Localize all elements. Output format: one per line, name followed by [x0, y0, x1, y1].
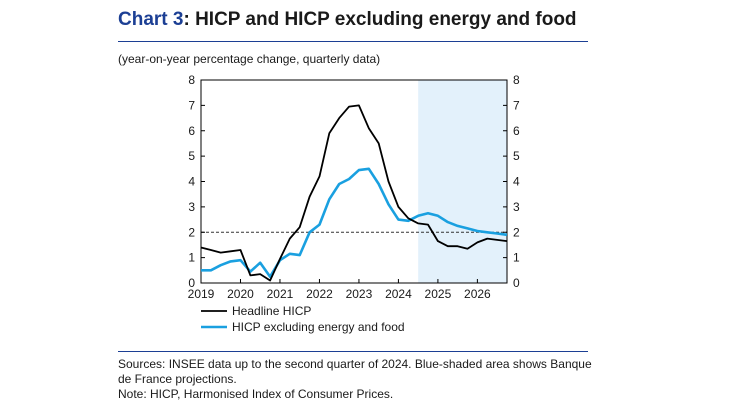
chart-notes: Sources: INSEE data up to the second qua…	[118, 357, 598, 402]
core-hicp-line	[201, 167, 508, 279]
chart-title: Chart 3: HICP and HICP excluding energy …	[118, 9, 577, 31]
y-tick-label-left: 3	[188, 200, 195, 214]
x-tick-label: 2019	[188, 287, 215, 301]
y-tick-label-left: 6	[188, 124, 195, 138]
y-tick-label-left: 4	[188, 175, 195, 189]
y-tick-label-left: 7	[188, 98, 195, 112]
y-tick-label-right: 6	[513, 124, 520, 138]
y-tick-label-right: 1	[513, 251, 520, 265]
headline-hicp-line	[200, 104, 508, 282]
chart-subtitle: (year-on-year percentage change, quarter…	[118, 52, 381, 66]
x-tick-label: 2022	[306, 287, 333, 301]
x-tick-label: 2024	[385, 287, 412, 301]
x-tick-label: 2020	[227, 287, 254, 301]
y-tick-label-left: 0	[188, 276, 195, 290]
y-tick-label-left: 2	[188, 225, 195, 239]
y-tick-label-right: 2	[513, 225, 520, 239]
projection-area	[418, 80, 507, 283]
y-tick-label-left: 8	[188, 73, 195, 87]
line-chart: 0 0 1 1 2 2 3 3 4 4 5 5 6 6 7 7 8 8 2019 2020 2021 2022 2023 20…	[188, 73, 520, 334]
title-rule	[118, 41, 588, 42]
y-tick-label-right: 0	[513, 276, 520, 290]
x-tick-label: 2023	[346, 287, 373, 301]
x-tick-label: 2026	[464, 287, 491, 301]
definition-note: Note: HICP, Harmonised Index of Consumer…	[118, 387, 394, 401]
y-tick-label-right: 8	[513, 73, 520, 87]
sources-note: Sources: INSEE data up to the second qua…	[118, 357, 592, 386]
chart-title-text: : HICP and HICP excluding energy and foo…	[183, 9, 577, 30]
notes-rule	[118, 351, 588, 352]
legend-label: Headline HICP	[232, 304, 311, 318]
y-tick-label-left: 5	[188, 149, 195, 163]
y-tick-label-left: 1	[188, 251, 195, 265]
x-tick-label: 2025	[425, 287, 452, 301]
x-tick-label: 2021	[267, 287, 294, 301]
y-tick-label-right: 4	[513, 175, 520, 189]
legend-label: HICP excluding energy and food	[232, 320, 405, 334]
y-tick-label-right: 3	[513, 200, 520, 214]
chart-title-prefix: Chart 3	[118, 9, 184, 30]
y-tick-label-right: 5	[513, 149, 520, 163]
y-tick-label-right: 7	[513, 98, 520, 112]
